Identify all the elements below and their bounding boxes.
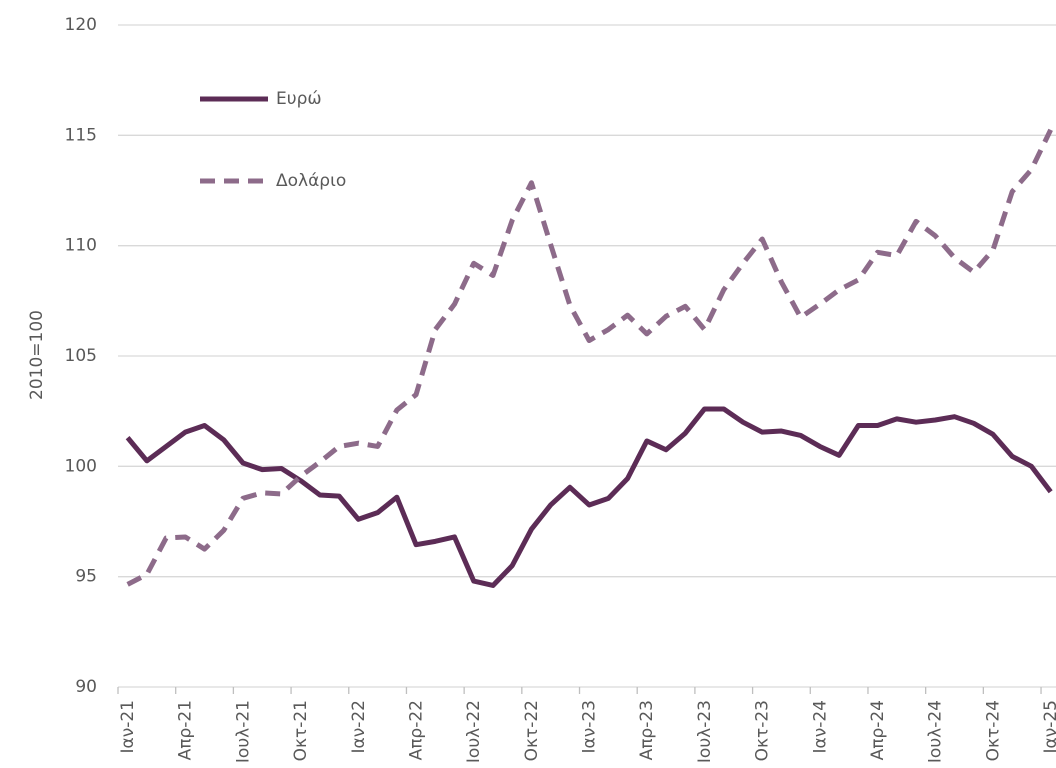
y-tick-label: 100: [65, 456, 97, 476]
y-tick-label: 110: [65, 236, 97, 256]
x-tick-label: Απρ-23: [637, 700, 657, 760]
x-tick-label: Οκτ-22: [522, 700, 542, 761]
x-tick-label: Οκτ-24: [983, 700, 1003, 761]
x-tick-label: Ιαν-22: [349, 700, 369, 753]
x-tick-label: Οκτ-21: [291, 700, 311, 761]
x-tick-label: Ιουλ-23: [695, 700, 715, 763]
legend-label: Δολάριο: [276, 171, 346, 191]
legend-label: Ευρώ: [276, 89, 322, 109]
x-tick-label: Ιουλ-21: [233, 700, 253, 763]
x-tick-label: Ιαν-23: [580, 700, 600, 753]
y-tick-label: 95: [75, 567, 97, 587]
y-axis-title: 2010=100: [27, 310, 47, 400]
series-line: [125, 406, 1053, 588]
x-tick-label: Ιαν-24: [810, 700, 830, 753]
y-tick-label: 115: [65, 125, 97, 145]
y-tick-label: 120: [65, 15, 97, 35]
series-line: [126, 128, 1053, 587]
x-tick-label: Ιουλ-24: [926, 700, 946, 763]
x-tick-label: Απρ-21: [176, 700, 196, 760]
x-tick-label: Απρ-22: [406, 700, 426, 760]
x-tick-label: Απρ-24: [868, 700, 888, 760]
x-tick-label: Οκτ-23: [753, 700, 773, 761]
x-tick-label: Ιουλ-22: [464, 700, 484, 763]
y-tick-label: 90: [75, 677, 97, 697]
x-tick-label: Ιαν-21: [118, 700, 138, 753]
y-tick-label: 105: [65, 346, 97, 366]
x-tick-label: Ιαν-25: [1041, 700, 1056, 753]
